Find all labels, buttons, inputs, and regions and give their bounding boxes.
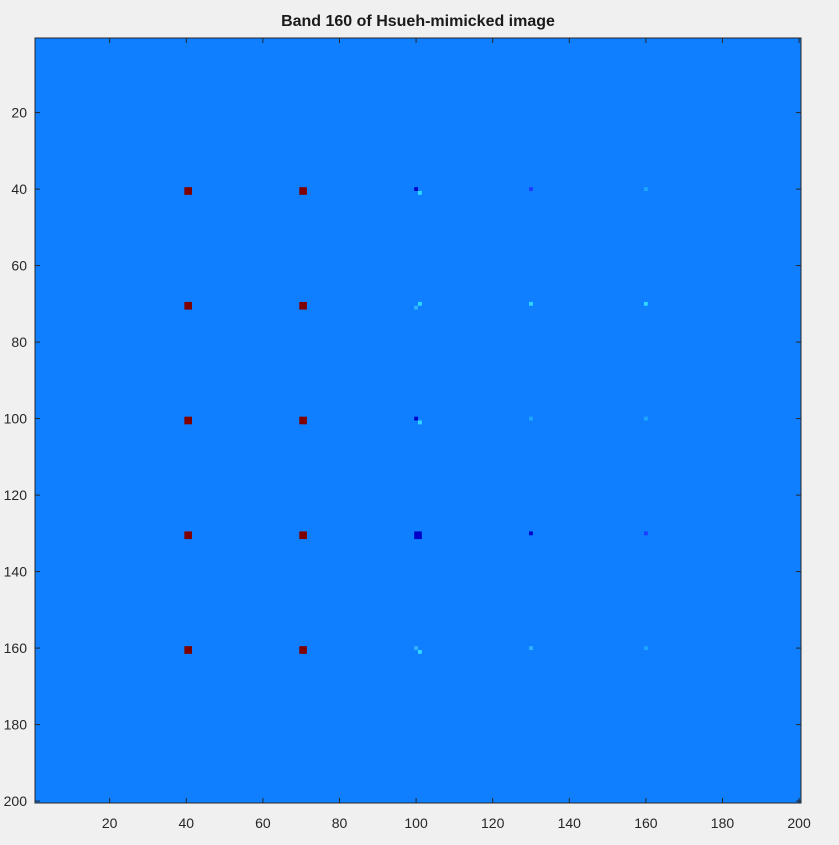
heatmap-pixel [418, 191, 422, 195]
tick-layer: 20 40 60 80 100 120 140 160 180 200 20 40 60 80 100 120… [4, 38, 811, 831]
heatmap-pixel [184, 646, 193, 654]
heatmap-pixel [418, 301, 422, 306]
y-tick-label: 80 [11, 334, 27, 350]
heatmap-pixel [643, 646, 648, 650]
y-tick-label: 120 [4, 487, 28, 503]
y-tick-label: 160 [4, 640, 28, 656]
plot-area[interactable]: 20 40 60 80 100 120 140 160 180 200 20 40 60 80 100 120… [4, 37, 811, 831]
heatmap-pixel [529, 531, 533, 536]
heatmap-pixel [414, 416, 418, 421]
heatmap-pixel [643, 531, 648, 536]
x-tick-label: 160 [634, 815, 658, 831]
heatmap-pixel [418, 650, 422, 654]
heatmap-pixel [184, 416, 193, 425]
heatmap-pixel [414, 646, 418, 650]
heatmap-pixel [418, 420, 422, 425]
heatmap-pixel [529, 187, 533, 191]
axes-frame [34, 37, 802, 804]
heatmap-pixel [184, 531, 193, 540]
y-tick-label: 20 [11, 105, 27, 121]
heatmap-pixel [414, 531, 422, 540]
x-tick-label: 60 [255, 815, 271, 831]
heatmap-pixel [529, 301, 533, 306]
x-tick-label: 180 [711, 815, 735, 831]
chart-title: Band 160 of Hsueh-mimicked image [281, 13, 555, 30]
x-tick-label: 100 [404, 815, 428, 831]
x-tick-label: 40 [178, 815, 194, 831]
y-tick-label: 180 [4, 717, 28, 733]
heatmap-pixel [643, 416, 648, 421]
y-tick-label: 40 [11, 181, 27, 197]
heatmap-pixel [299, 531, 307, 540]
y-tick-label: 140 [4, 564, 28, 580]
heatmap-pixel [643, 187, 648, 191]
heatmap-pixel [184, 301, 193, 310]
y-tick-label: 100 [4, 411, 28, 427]
x-tick-label: 20 [102, 815, 118, 831]
heatmap-pixel [299, 301, 307, 310]
x-tick-label: 120 [481, 815, 505, 831]
y-tick-label: 200 [4, 793, 28, 809]
heatmap-pixel [529, 646, 533, 650]
heatmap-pixel [299, 187, 307, 195]
y-tick-label: 60 [11, 258, 27, 274]
heatmap-pixel [414, 187, 418, 191]
pixel-layer [184, 187, 648, 654]
heatmap-pixel [414, 305, 418, 310]
x-tick-label: 80 [332, 815, 348, 831]
x-tick-label: 140 [558, 815, 582, 831]
heatmap-pixel [299, 646, 307, 654]
heatmap-pixel [299, 416, 307, 425]
heatmap-pixel [184, 187, 193, 195]
heatmap-pixel [529, 416, 533, 421]
heatmap-pixel [643, 301, 648, 306]
x-tick-label: 200 [787, 815, 811, 831]
